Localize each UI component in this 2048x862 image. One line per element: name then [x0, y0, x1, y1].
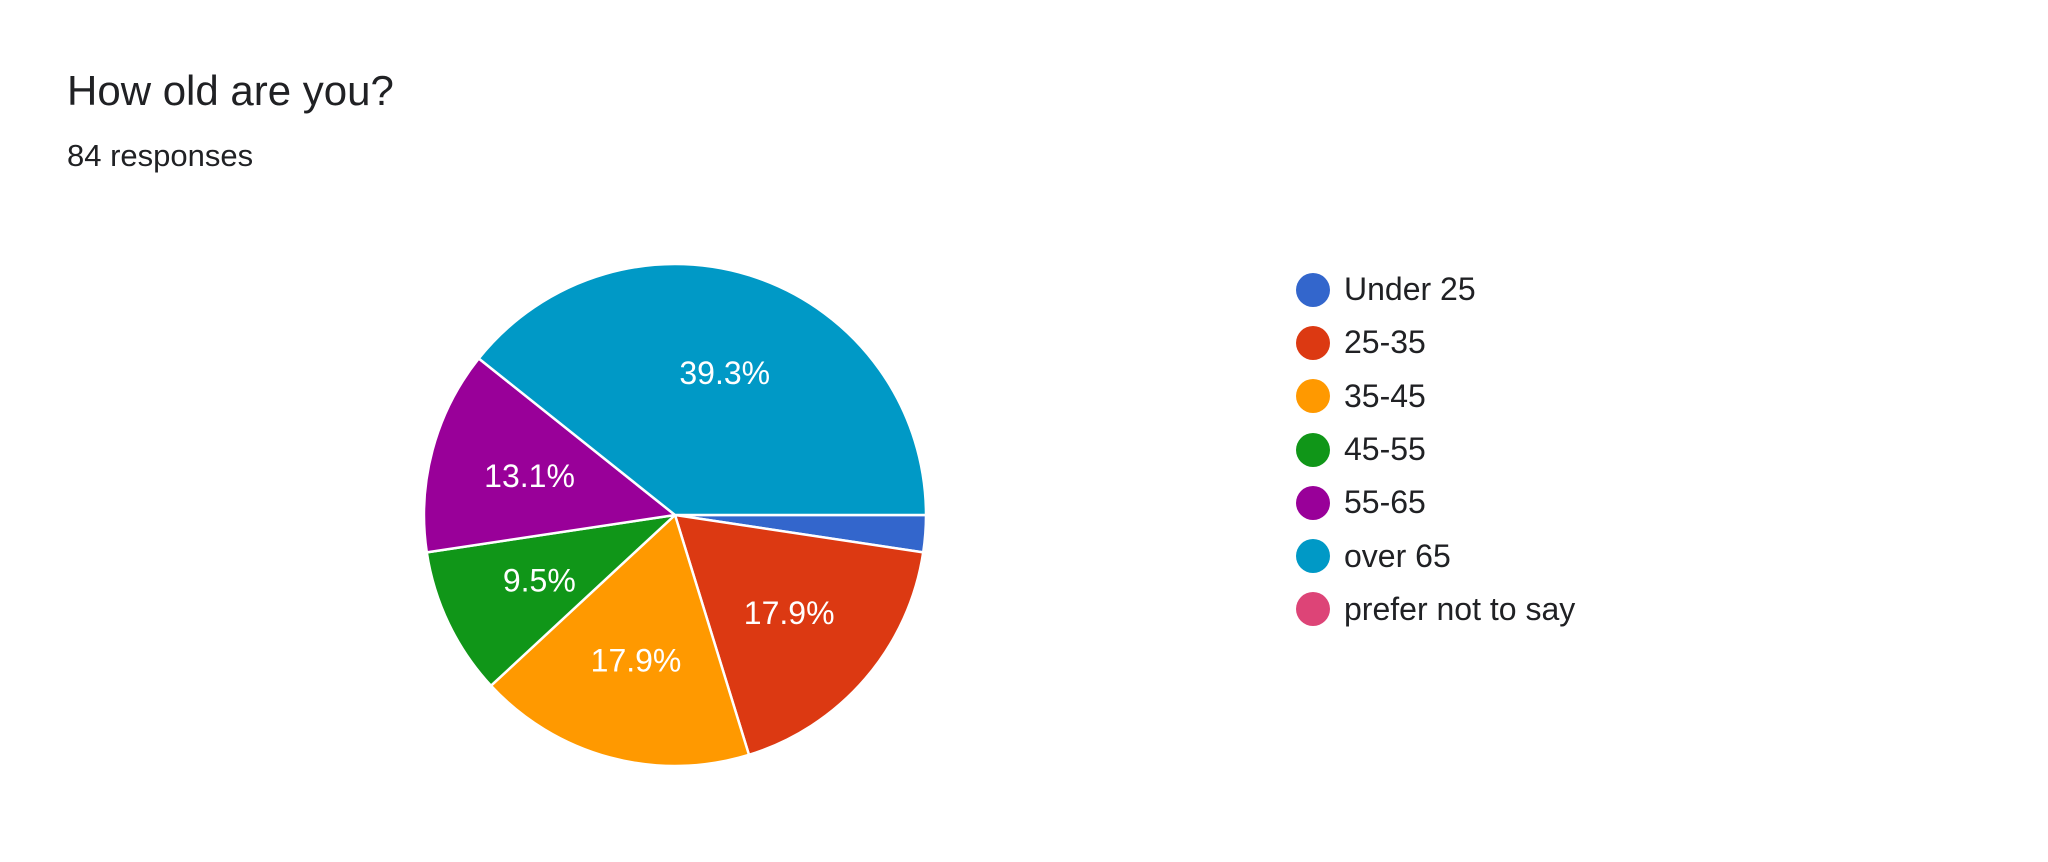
legend-label: 55-65 [1344, 484, 1426, 521]
legend-swatch [1296, 272, 1330, 307]
legend-label: Under 25 [1344, 271, 1476, 308]
legend-label: 25-35 [1344, 324, 1426, 361]
legend-item-25-35[interactable]: 25-35 [1296, 316, 1575, 369]
legend-item-35-45[interactable]: 35-45 [1296, 370, 1575, 423]
chart-title: How old are you? [67, 67, 394, 114]
legend-label: 35-45 [1344, 377, 1426, 414]
legend-swatch [1296, 325, 1330, 360]
slice-label-45-55: 9.5% [503, 562, 576, 598]
legend-label: prefer not to say [1344, 590, 1576, 627]
legend-item-45-55[interactable]: 45-55 [1296, 423, 1575, 476]
legend-swatch [1296, 592, 1330, 627]
slice-label-55-65: 13.1% [484, 458, 575, 494]
legend-swatch [1296, 485, 1330, 520]
legend-item-prefer-not-to-say[interactable]: prefer not to say [1296, 583, 1575, 636]
slice-label-over-65: 39.3% [679, 355, 770, 391]
slice-label-35-45: 17.9% [591, 642, 682, 678]
legend-item-under-25[interactable]: Under 25 [1296, 263, 1575, 316]
legend-label: over 65 [1344, 537, 1451, 574]
pie-slice-55-65[interactable] [422, 357, 677, 554]
pie-slice-35-45[interactable] [489, 513, 751, 768]
pie-slice-25-35[interactable] [673, 513, 925, 757]
legend-swatch [1296, 432, 1330, 467]
pie-slice-45-55[interactable] [425, 513, 677, 687]
chart-legend: Under 25 25-35 35-45 45-55 55-65 over 65 prefe… [1296, 263, 1575, 636]
response-count: 84 responses [67, 138, 254, 173]
legend-swatch [1296, 379, 1330, 414]
pie-slice-over-65[interactable] [477, 262, 928, 517]
slice-label-25-35: 17.9% [744, 595, 835, 631]
legend-swatch [1296, 539, 1330, 574]
legend-item-over-65[interactable]: over 65 [1296, 529, 1575, 582]
legend-label: 45-55 [1344, 431, 1426, 468]
legend-item-55-65[interactable]: 55-65 [1296, 476, 1575, 529]
